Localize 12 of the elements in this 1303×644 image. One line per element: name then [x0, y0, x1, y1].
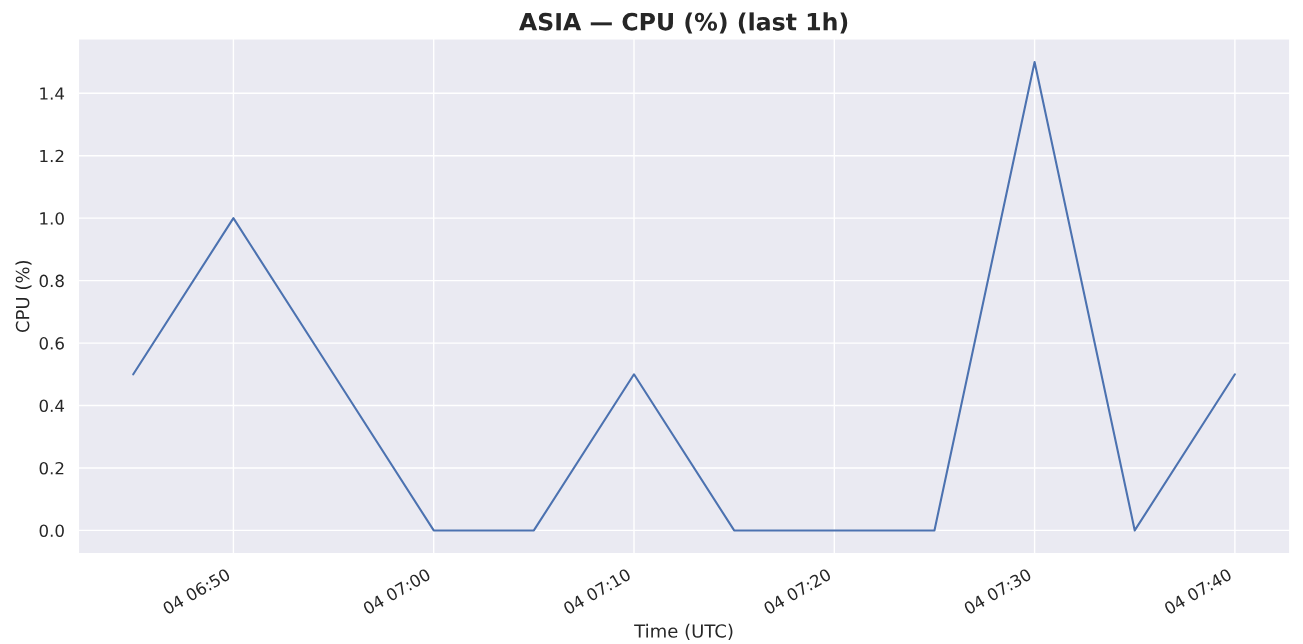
y-tick-label: 1.4: [40, 87, 65, 100]
y-tick-label: 0.6: [39, 337, 64, 350]
y-tick-label: 0.4: [39, 399, 65, 413]
y-tick-label: 0.8: [39, 274, 64, 288]
y-tick-label: 0.2: [39, 461, 64, 475]
y-axis-title: CPU (%): [15, 260, 32, 333]
y-tick-label: 1.2: [40, 149, 64, 163]
chart-title: ASIA — CPU (%) (last 1h): [519, 12, 848, 34]
x-axis-title: Time (UTC): [634, 623, 733, 640]
y-tick-label: 0.0: [39, 524, 64, 537]
line-series: [132, 61, 1236, 532]
y-tick-label: 1.0: [40, 212, 64, 225]
